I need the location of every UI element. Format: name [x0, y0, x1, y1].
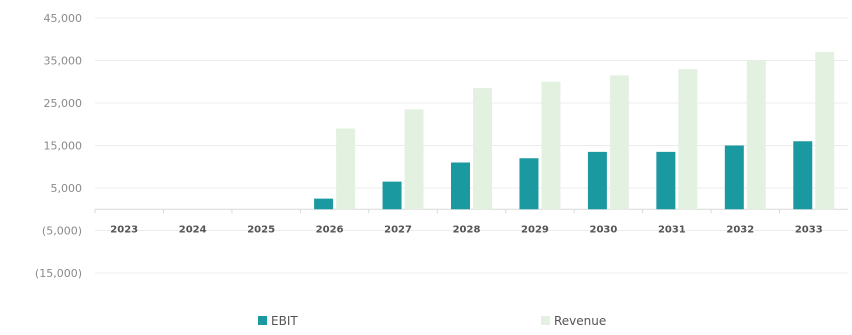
legend-swatch-revenue	[541, 316, 550, 325]
x-tick-label: 2024	[179, 224, 207, 235]
bar-revenue-2032	[746, 60, 766, 210]
x-tick-label: 2025	[247, 224, 275, 235]
y-tick-label: (5,000)	[42, 225, 82, 238]
x-tick-label: 2028	[453, 224, 481, 235]
bar-ebit-2026	[314, 198, 334, 210]
bar-ebit-2031	[656, 151, 676, 210]
bar-ebit-2029	[519, 158, 539, 210]
bar-ebit-2030	[587, 151, 607, 210]
x-tick-label: 2031	[658, 224, 686, 235]
bar-revenue-2030	[609, 75, 629, 210]
x-tick-label: 2027	[384, 224, 412, 235]
y-tick-label: (15,000)	[35, 267, 82, 280]
x-tick-label: 2033	[795, 224, 823, 235]
y-tick-label: 35,000	[44, 55, 83, 68]
y-tick-label: 5,000	[51, 182, 83, 195]
bar-revenue-2029	[541, 81, 561, 210]
x-tick-label: 2026	[316, 224, 344, 235]
y-tick-label: 45,000	[44, 12, 83, 25]
x-tick-label: 2032	[726, 224, 754, 235]
y-tick-label: 15,000	[44, 140, 83, 153]
bar-revenue-2027	[404, 109, 424, 210]
bar-ebit-2033	[793, 141, 813, 210]
bar-revenue-2028	[473, 88, 492, 210]
bar-revenue-2033	[815, 52, 835, 210]
bar-ebit-2032	[724, 145, 744, 210]
y-tick-label: 25,000	[44, 97, 83, 110]
x-tick-label: 2023	[110, 224, 138, 235]
bar-revenue-2031	[678, 69, 698, 210]
legend-swatch-ebit	[258, 316, 267, 325]
bar-ebit-2028	[451, 162, 470, 210]
bar-ebit-2027	[382, 181, 402, 210]
legend-label-revenue: Revenue	[554, 314, 606, 328]
x-tick-label: 2030	[589, 224, 617, 235]
x-tick-label: 2029	[521, 224, 549, 235]
bar-revenue-2026	[336, 128, 356, 210]
legend-label-ebit: EBIT	[271, 314, 298, 328]
